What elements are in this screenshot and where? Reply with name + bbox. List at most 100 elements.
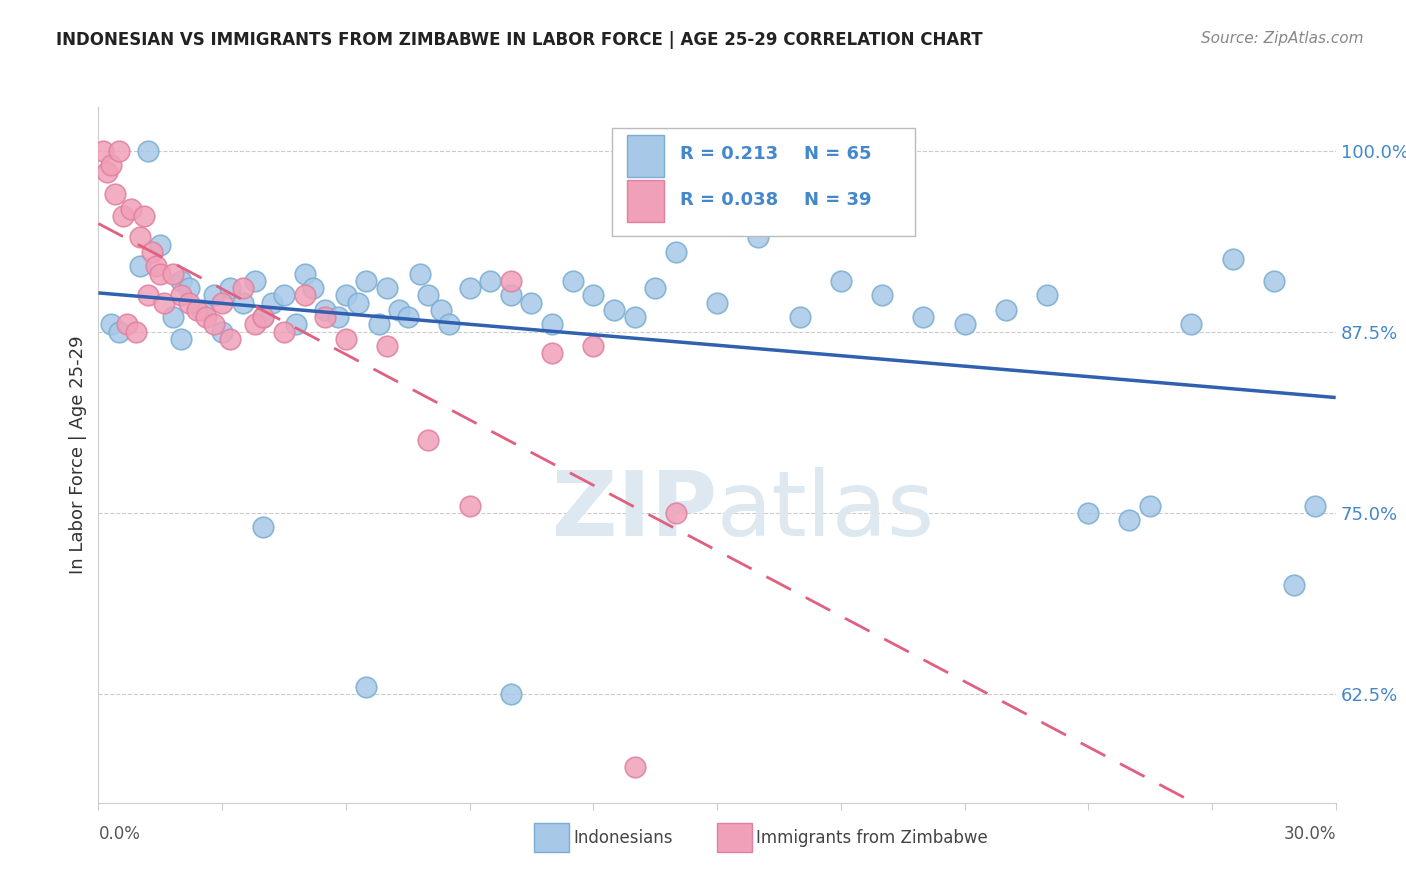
Point [128,260,150,274]
Point [294,288,316,302]
Point [170,274,193,288]
Point [232,281,254,295]
Bar [627,135,664,177]
Text: N = 39: N = 39 [804,191,872,209]
Point [1222,252,1244,267]
Point [1036,288,1059,302]
Text: Indonesians: Indonesians [574,829,673,847]
Text: ZIP: ZIP [553,467,717,555]
Point [623,310,645,325]
Point [273,325,295,339]
Point [499,274,522,288]
Point [1284,578,1306,592]
Point [706,295,728,310]
Point [252,520,274,534]
Point [124,325,146,339]
Point [149,267,172,281]
Text: 0.0%: 0.0% [98,825,141,843]
Point [479,274,502,288]
Point [582,339,605,353]
Bar [627,180,664,222]
Point [1263,274,1285,288]
Point [260,295,283,310]
Point [202,288,225,302]
Point [1303,499,1326,513]
Point [243,318,266,332]
Point [335,332,357,346]
Point [409,267,432,281]
Point [418,288,440,302]
Point [499,288,522,302]
Point [623,759,645,773]
Point [96,165,118,179]
Text: R = 0.213: R = 0.213 [681,145,778,163]
Point [314,303,336,318]
Point [100,318,122,332]
Point [356,274,378,288]
Point [953,318,976,332]
Point [219,332,242,346]
Point [232,295,254,310]
Point [388,303,411,318]
Point [112,209,135,223]
Point [499,687,522,701]
Point [458,499,481,513]
Point [912,310,935,325]
Point [561,274,583,288]
Point [302,281,325,295]
Point [375,339,398,353]
Point [170,332,193,346]
Point [994,303,1017,318]
Point [789,310,811,325]
Point [149,237,172,252]
Point [665,506,688,520]
Point [170,288,193,302]
Point [582,288,605,302]
Point [190,303,212,318]
Point [294,267,316,281]
Point [211,295,233,310]
Point [243,274,266,288]
FancyBboxPatch shape [612,128,915,235]
Point [128,230,150,244]
Point [375,281,398,295]
Point [273,288,295,302]
Point [1180,318,1202,332]
Point [100,158,122,172]
Point [285,318,308,332]
Point [644,281,666,295]
Point [252,310,274,325]
Point [458,281,481,295]
Text: Immigrants from Zimbabwe: Immigrants from Zimbabwe [756,829,988,847]
Point [541,318,564,332]
Point [747,230,769,244]
Point [108,144,131,158]
Point [603,303,626,318]
Point [1118,513,1140,527]
Point [520,295,543,310]
Point [252,310,274,325]
Point [219,281,242,295]
Point [91,144,114,158]
Point [136,144,159,158]
Point [186,303,208,318]
Point [162,267,184,281]
Point [541,346,564,360]
Text: 30.0%: 30.0% [1284,825,1336,843]
Point [1077,506,1099,520]
Point [108,325,131,339]
Point [326,310,349,325]
Point [211,325,233,339]
Point [179,281,201,295]
Point [314,310,336,325]
Point [194,310,217,325]
Point [335,288,357,302]
Point [117,318,139,332]
Text: Source: ZipAtlas.com: Source: ZipAtlas.com [1201,31,1364,46]
Text: N = 65: N = 65 [804,145,872,163]
Text: R = 0.038: R = 0.038 [681,191,778,209]
Point [162,310,184,325]
Text: atlas: atlas [717,467,935,555]
Point [104,187,127,202]
Point [396,310,419,325]
